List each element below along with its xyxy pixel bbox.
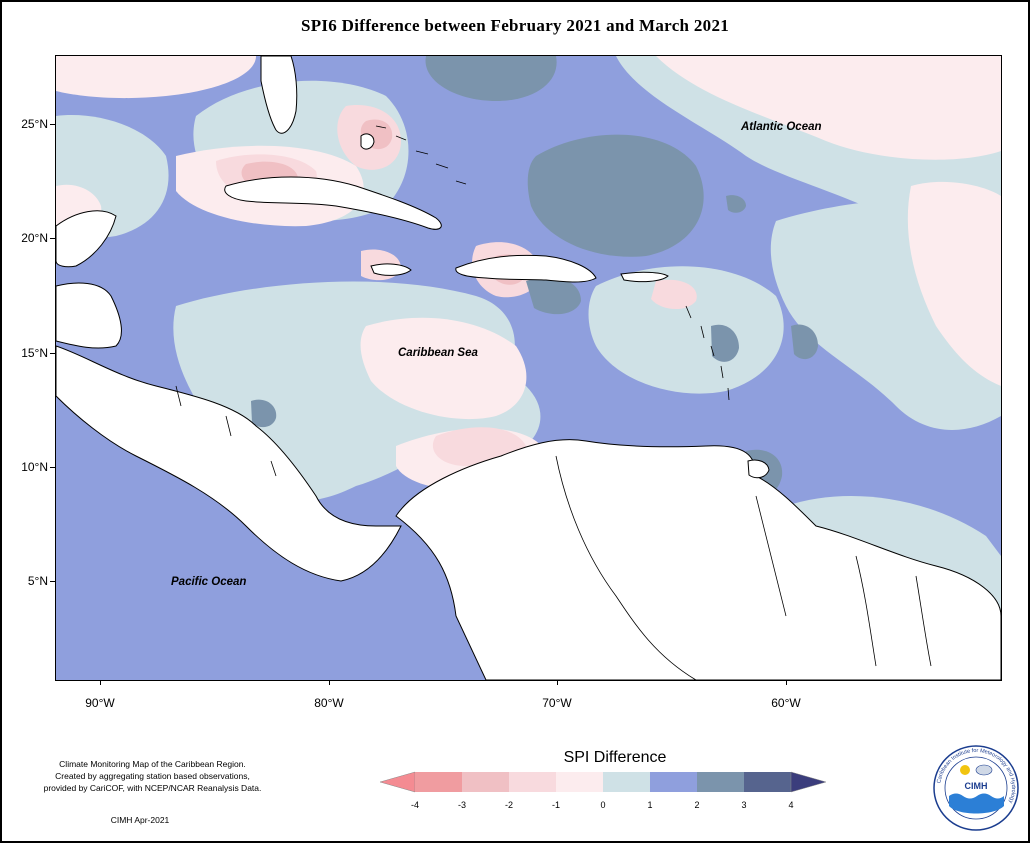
land-masses	[56, 56, 1001, 680]
land-jamaica	[370, 263, 412, 276]
legend-arrow-high	[790, 771, 827, 793]
legend-tick-label: 1	[647, 800, 653, 810]
legend-title: SPI Difference	[563, 749, 667, 766]
lat-tick-25: 25°N	[21, 117, 48, 131]
lat-tick-5: 5°N	[27, 574, 48, 588]
legend-bin	[744, 772, 791, 792]
legend-tick-label: -2	[504, 800, 513, 810]
legend-tick-label: 2	[694, 800, 700, 810]
legend-bin	[509, 772, 556, 792]
label-caribbean-sea: Caribbean Sea	[398, 347, 478, 359]
cloud-icon	[975, 764, 993, 776]
zone-north-dark	[425, 56, 557, 101]
land-hispaniola	[455, 254, 597, 283]
zone-north-pink	[56, 56, 256, 99]
spi-map-svg	[56, 56, 1001, 680]
coastline-details	[175, 125, 932, 680]
legend-bin	[603, 772, 650, 792]
cimh-logo: Caribbean Institute for Meteorology and …	[933, 745, 1019, 831]
zone-barbados-dark	[791, 324, 818, 360]
border-suriname-guiana	[915, 575, 932, 667]
border-venezuela-guyana	[755, 495, 787, 617]
legend-tick-label: -4	[410, 800, 419, 810]
credits-line-2: Created by aggregating station based obs…	[55, 771, 250, 781]
lon-tick-90: 90°W	[85, 696, 115, 710]
lon-tick-60: 60°W	[771, 696, 801, 710]
lon-tickmark	[786, 680, 787, 685]
credits-line-3: provided by CariCOF, with NCEP/NCAR Rean…	[43, 783, 262, 793]
land-mexico-north	[56, 210, 117, 268]
land-yucatan	[56, 282, 122, 349]
water-icon	[949, 793, 1004, 814]
legend-arrow-low	[380, 771, 416, 793]
coast-bahamas-chain	[375, 125, 467, 185]
land-south-america	[395, 439, 1001, 680]
lat-tickmark	[50, 581, 55, 582]
border-guyana-suriname	[855, 555, 877, 667]
legend-colorbar	[380, 771, 827, 793]
lon-tickmark	[100, 680, 101, 685]
label-pacific-ocean: Pacific Ocean	[171, 576, 247, 588]
lat-tickmark	[50, 238, 55, 239]
zone-hispaniola-dark	[526, 277, 581, 315]
zone-east-edge	[907, 181, 1001, 386]
lat-tick-15: 15°N	[21, 346, 48, 360]
border-venezuela-colombia	[555, 455, 697, 680]
legend-tick-label: -3	[457, 800, 466, 810]
legend-bin	[462, 772, 509, 792]
legend-bin	[697, 772, 744, 792]
zone-pr-pink	[651, 279, 697, 310]
land-cuba	[224, 176, 442, 230]
zone-central-pink	[360, 317, 527, 420]
map-credits: Climate Monitoring Map of the Caribbean …	[30, 758, 275, 794]
zone-centralam-dark	[251, 399, 277, 428]
land-trinidad	[747, 459, 770, 479]
zone-lesser-antilles	[588, 266, 784, 394]
lon-tickmark	[329, 680, 330, 685]
lon-tickmark	[557, 680, 558, 685]
zone-antilles-dark	[711, 324, 739, 362]
legend-bin	[415, 772, 462, 792]
zone-atlantic-pink	[656, 56, 1001, 160]
dark-slate-zones	[251, 56, 961, 609]
logo-text: CIMH	[965, 781, 988, 791]
legend-bin	[650, 772, 697, 792]
map-title: SPI6 Difference between February 2021 an…	[300, 16, 730, 35]
legend-bin	[556, 772, 603, 792]
legend-tick-label: 4	[788, 800, 794, 810]
legend-tick-label: 0	[600, 800, 606, 810]
coast-lesser-antilles	[685, 305, 730, 401]
lat-tick-20: 20°N	[21, 231, 48, 245]
land-puerto-rico	[620, 271, 669, 283]
border-central-america	[175, 385, 277, 477]
lat-tickmark	[50, 467, 55, 468]
land-andros	[360, 133, 375, 150]
zone-central-atlantic-dark	[527, 134, 704, 257]
lat-tickmark	[50, 353, 55, 354]
label-atlantic-ocean: Atlantic Ocean	[741, 121, 822, 133]
credits-date: CIMH Apr-2021	[110, 815, 170, 825]
credits-line-1: Climate Monitoring Map of the Caribbean …	[59, 759, 246, 769]
legend-bins	[415, 772, 791, 792]
zone-small-dark	[726, 195, 746, 213]
sun-icon	[960, 765, 970, 775]
map-panel: Atlantic Ocean Caribbean Sea Pacific Oce…	[55, 55, 1002, 681]
land-central-america	[56, 345, 402, 582]
legend-tick-label: 3	[741, 800, 747, 810]
lat-tick-10: 10°N	[21, 460, 48, 474]
legend-tick-label: -1	[551, 800, 560, 810]
lon-tick-80: 80°W	[314, 696, 344, 710]
lat-tickmark	[50, 124, 55, 125]
land-florida	[260, 56, 298, 134]
lon-tick-70: 70°W	[542, 696, 572, 710]
